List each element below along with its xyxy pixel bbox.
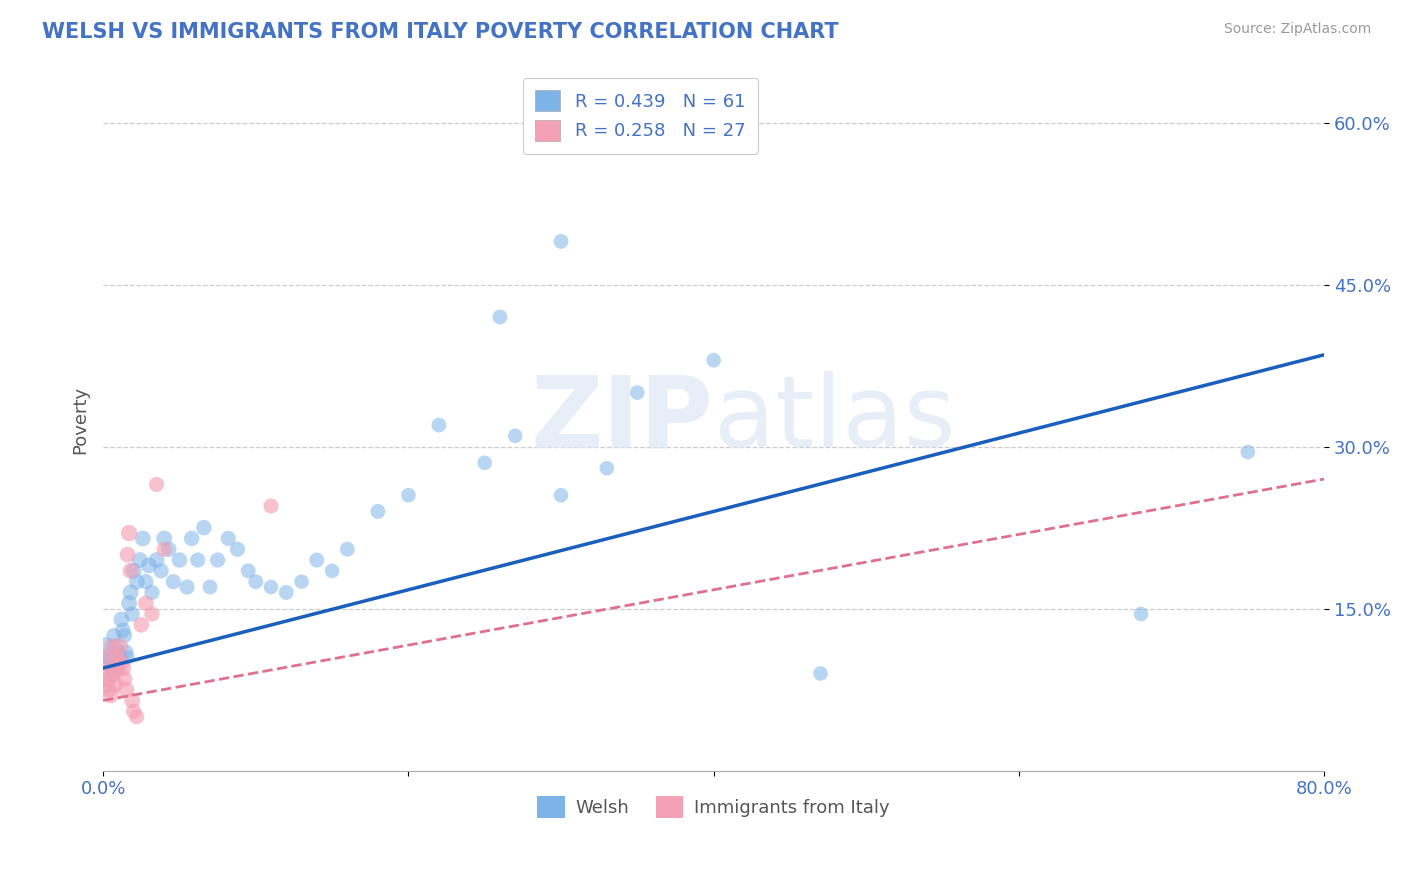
Point xyxy=(236,564,259,578)
Point xyxy=(321,564,343,578)
Point xyxy=(114,629,136,643)
Point xyxy=(150,564,173,578)
Point xyxy=(427,417,450,432)
Point xyxy=(260,580,283,594)
Point xyxy=(550,488,572,502)
Point xyxy=(122,704,145,718)
Point xyxy=(118,596,141,610)
Point xyxy=(132,532,155,546)
Point xyxy=(157,542,180,557)
Point xyxy=(153,542,176,557)
Point xyxy=(141,607,163,621)
Point xyxy=(474,456,496,470)
Point xyxy=(1130,607,1153,621)
Point xyxy=(108,640,131,654)
Point xyxy=(110,612,132,626)
Point xyxy=(198,580,221,594)
Point xyxy=(122,564,145,578)
Point xyxy=(135,596,157,610)
Point xyxy=(193,521,215,535)
Point xyxy=(141,585,163,599)
Point xyxy=(96,677,118,691)
Point xyxy=(187,553,209,567)
Text: atlas: atlas xyxy=(714,371,955,468)
Point xyxy=(162,574,184,589)
Point xyxy=(626,385,648,400)
Y-axis label: Poverty: Poverty xyxy=(72,385,89,454)
Point xyxy=(103,661,125,675)
Text: ZIP: ZIP xyxy=(531,371,714,468)
Point xyxy=(129,618,152,632)
Point xyxy=(305,553,328,567)
Point xyxy=(138,558,160,573)
Point xyxy=(103,629,125,643)
Point xyxy=(128,553,150,567)
Point xyxy=(104,640,127,654)
Point xyxy=(336,542,359,557)
Point xyxy=(110,656,132,670)
Point xyxy=(145,477,167,491)
Point xyxy=(118,526,141,541)
Point xyxy=(100,661,122,675)
Point xyxy=(503,429,526,443)
Point xyxy=(114,672,136,686)
Point xyxy=(550,235,572,249)
Point xyxy=(260,499,283,513)
Point xyxy=(105,656,128,670)
Point xyxy=(703,353,725,368)
Point xyxy=(98,656,121,670)
Point xyxy=(111,661,134,675)
Point xyxy=(121,607,143,621)
Point xyxy=(121,693,143,707)
Point xyxy=(97,650,120,665)
Point xyxy=(153,532,176,546)
Point xyxy=(105,650,128,665)
Point xyxy=(169,553,191,567)
Point xyxy=(226,542,249,557)
Point xyxy=(290,574,312,589)
Point xyxy=(135,574,157,589)
Point xyxy=(489,310,512,324)
Point xyxy=(145,553,167,567)
Point xyxy=(245,574,267,589)
Point xyxy=(810,666,832,681)
Point xyxy=(180,532,202,546)
Point xyxy=(107,661,129,675)
Point xyxy=(108,650,131,665)
Point xyxy=(115,682,138,697)
Point xyxy=(120,564,142,578)
Point xyxy=(104,677,127,691)
Point xyxy=(1237,445,1260,459)
Point xyxy=(125,709,148,723)
Point xyxy=(115,645,138,659)
Point xyxy=(96,640,118,654)
Point xyxy=(101,640,124,654)
Point xyxy=(276,585,298,599)
Point xyxy=(93,661,115,675)
Point xyxy=(117,548,139,562)
Point xyxy=(217,532,239,546)
Text: Source: ZipAtlas.com: Source: ZipAtlas.com xyxy=(1223,22,1371,37)
Point xyxy=(97,672,120,686)
Point xyxy=(396,488,419,502)
Point xyxy=(367,504,389,518)
Point xyxy=(98,682,121,697)
Point xyxy=(176,580,198,594)
Point xyxy=(117,650,139,665)
Point xyxy=(111,624,134,638)
Point xyxy=(596,461,619,475)
Text: WELSH VS IMMIGRANTS FROM ITALY POVERTY CORRELATION CHART: WELSH VS IMMIGRANTS FROM ITALY POVERTY C… xyxy=(42,22,839,42)
Point xyxy=(207,553,229,567)
Point xyxy=(125,574,148,589)
Point xyxy=(120,585,142,599)
Point xyxy=(107,645,129,659)
Legend: Welsh, Immigrants from Italy: Welsh, Immigrants from Italy xyxy=(530,789,897,825)
Point xyxy=(100,688,122,702)
Point xyxy=(101,666,124,681)
